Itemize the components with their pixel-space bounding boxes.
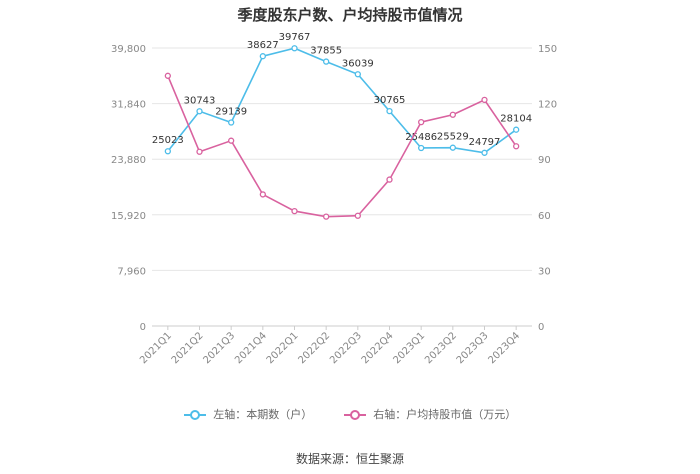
left-tick-label: 23,880 <box>111 155 146 166</box>
right-tick-label: 90 <box>538 155 551 166</box>
data-point-right <box>513 143 520 150</box>
series-line-right <box>167 75 517 218</box>
series-line-left <box>167 47 517 154</box>
data-point-right <box>164 72 171 79</box>
x-tick-label: 2023Q3 <box>455 330 491 366</box>
legend-item-households[interactable]: 左轴：本期数（户） <box>183 406 313 422</box>
data-label: 37855 <box>310 46 342 57</box>
data-point-right <box>449 111 456 118</box>
data-point-left <box>196 108 203 115</box>
x-tick-label: 2022Q2 <box>296 330 332 366</box>
data-point-right <box>354 212 361 219</box>
plot-area: 0 0 7,960 30 15,920 60 23,880 90 31,840 120 39,800… <box>111 32 557 366</box>
right-tick-label: 60 <box>538 211 551 222</box>
data-point-left <box>323 58 330 65</box>
data-point-left <box>449 144 456 151</box>
chart-title: 季度股东户数、户均持股市值情况 <box>237 6 463 24</box>
x-tick-label: 2022Q4 <box>360 330 396 366</box>
legend-marker-households <box>183 410 206 420</box>
data-label: 28104 <box>500 114 532 125</box>
data-point-right <box>228 137 235 144</box>
x-tick-label: 2023Q4 <box>486 330 522 366</box>
data-point-left <box>291 45 298 52</box>
x-tick-label: 2021Q2 <box>170 330 206 366</box>
data-label: 36039 <box>342 58 374 69</box>
data-label: 29139 <box>215 106 247 117</box>
data-label: 25023 <box>152 135 184 146</box>
data-label: 25529 <box>437 132 469 143</box>
x-tick-label: 2021Q1 <box>138 330 174 366</box>
left-tick-label: 0 <box>140 322 146 333</box>
x-tick-label: 2022Q1 <box>265 330 301 366</box>
data-label: 38627 <box>247 40 279 51</box>
legend-marker-avg-value <box>343 410 366 420</box>
left-tick-label: 39,800 <box>111 44 146 55</box>
right-tick-label: 120 <box>538 100 557 111</box>
data-point-left <box>418 144 425 152</box>
data-label: 25486 <box>405 132 437 143</box>
data-point-left <box>386 107 393 115</box>
x-tick-label: 2023Q2 <box>423 330 459 366</box>
data-point-left <box>259 53 266 60</box>
data-point-left <box>228 119 235 126</box>
data-label: 30743 <box>184 95 216 106</box>
x-tick-label: 2021Q4 <box>233 330 269 366</box>
right-tick-label: 0 <box>538 322 544 333</box>
data-point-right <box>259 191 266 198</box>
x-tick-label: 2023Q1 <box>391 330 427 366</box>
left-tick-label: 15,920 <box>111 211 146 222</box>
data-point-right <box>481 96 488 104</box>
legend-item-avg-value[interactable]: 右轴：户均持股市值（万元） <box>343 406 517 422</box>
legend-label-households: 左轴：本期数（户） <box>213 408 313 421</box>
right-tick-label: 150 <box>538 44 557 55</box>
data-source: 数据来源：恒生聚源 <box>295 452 404 466</box>
x-tick-label: 2022Q3 <box>328 330 364 366</box>
x-tick-label: 2021Q3 <box>201 330 237 366</box>
data-point-right <box>386 176 393 183</box>
legend: 左轴：本期数（户） 右轴：户均持股市值（万元） <box>0 406 700 422</box>
right-tick-label: 30 <box>538 266 551 277</box>
data-point-right <box>323 213 330 220</box>
data-label: 24797 <box>469 137 501 148</box>
data-point-left <box>354 71 361 78</box>
data-label: 30765 <box>374 95 406 106</box>
data-point-left <box>481 149 488 156</box>
left-tick-label: 7,960 <box>117 266 146 277</box>
left-tick-label: 31,840 <box>111 100 146 111</box>
data-point-right <box>196 148 203 155</box>
legend-label-avg-value: 右轴：户均持股市值（万元） <box>373 408 517 421</box>
data-label: 39767 <box>279 32 311 43</box>
data-point-left <box>164 148 171 155</box>
data-point-left <box>513 126 520 133</box>
data-point-right <box>418 118 425 126</box>
data-point-right <box>291 207 298 215</box>
